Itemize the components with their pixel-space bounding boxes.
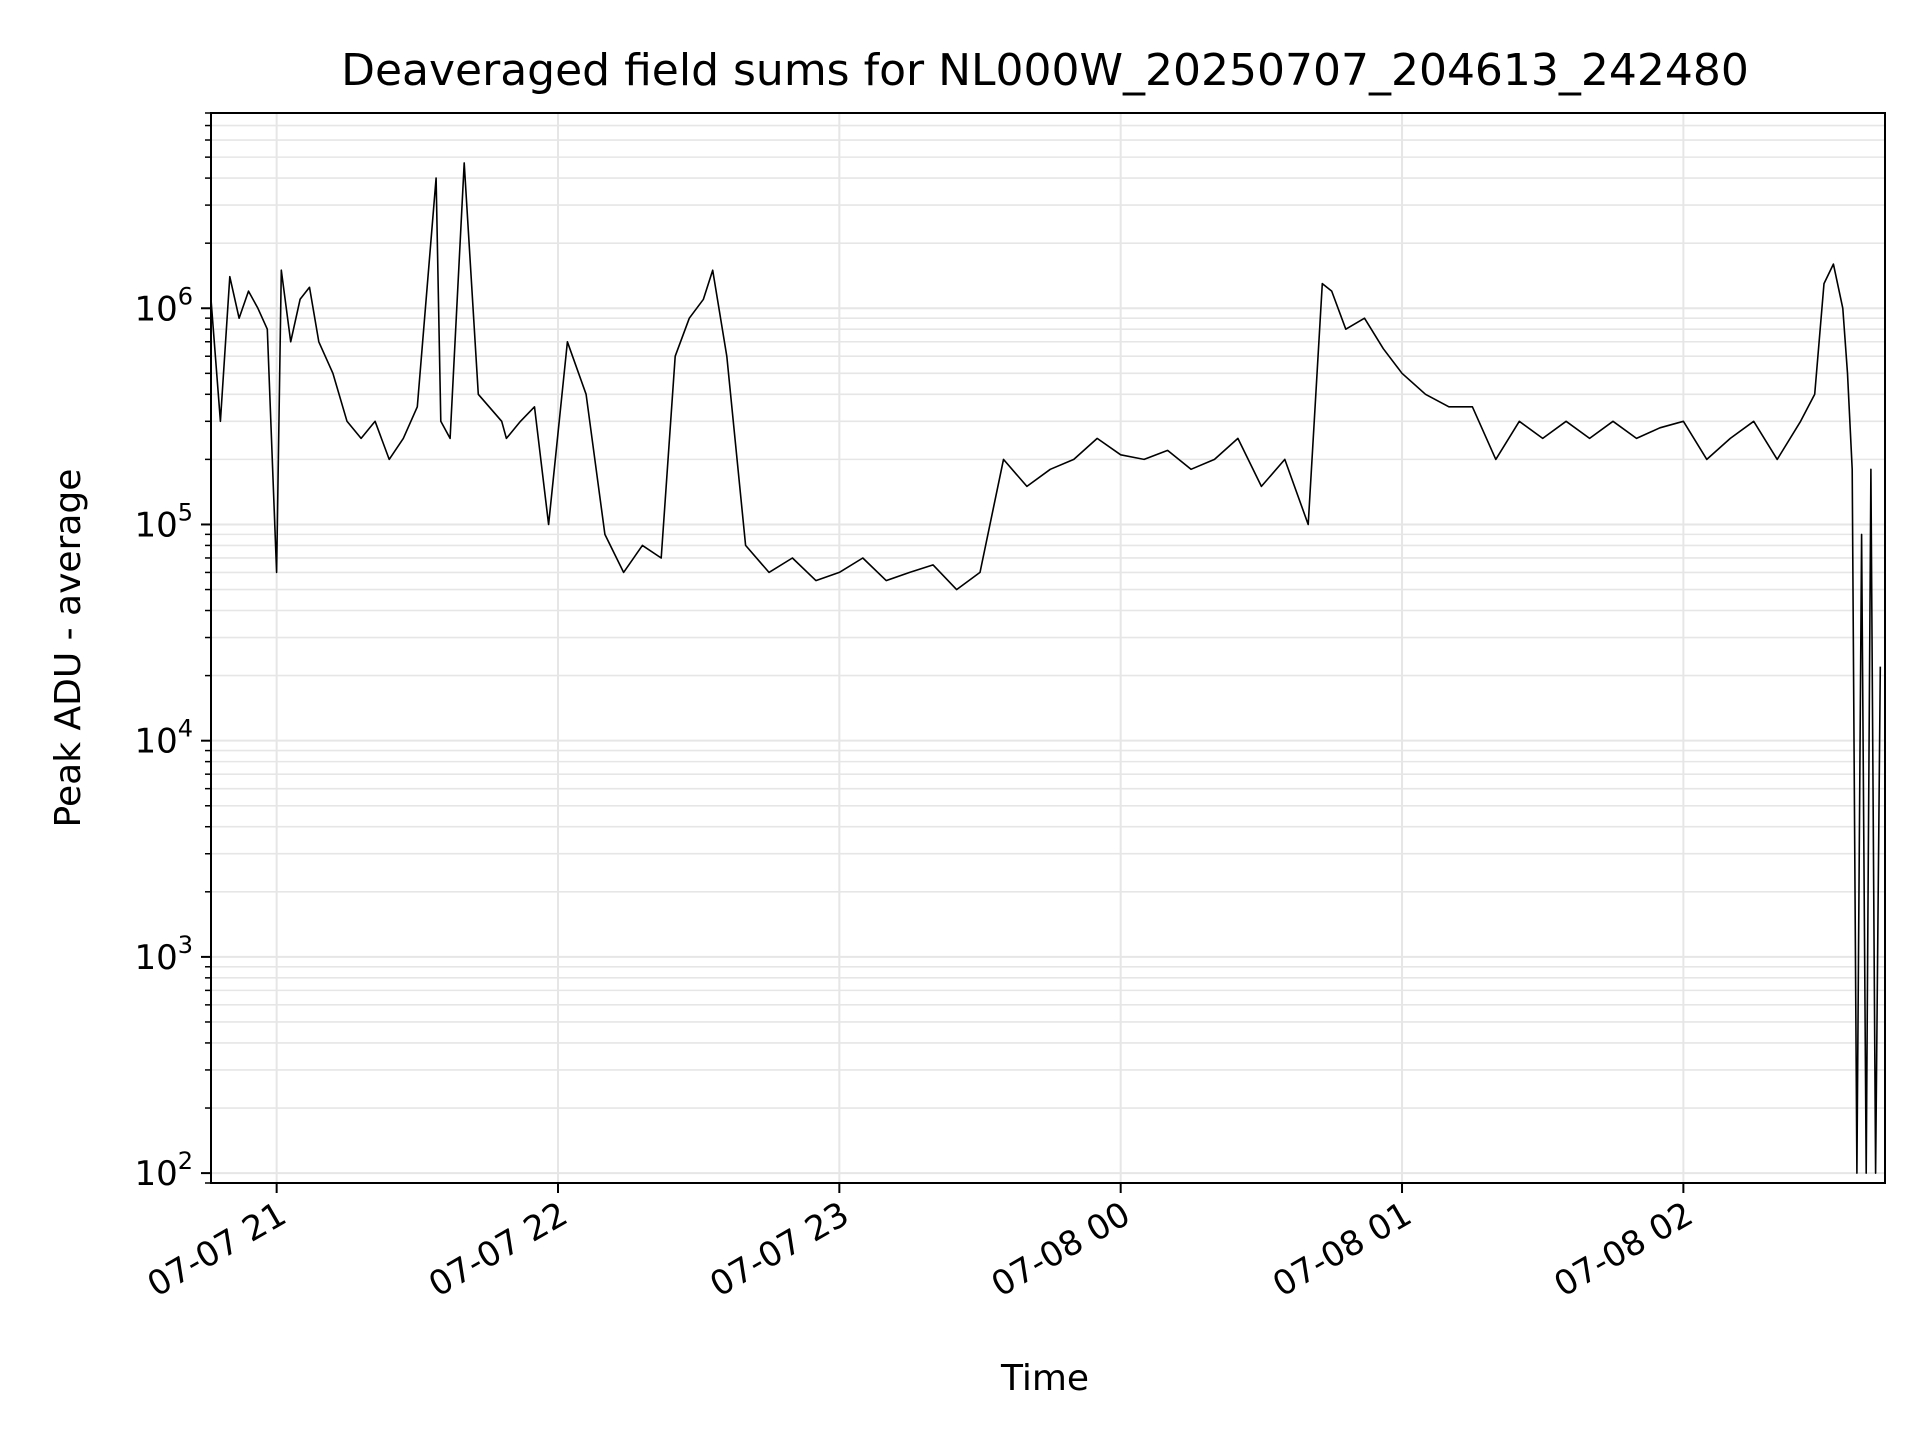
y-tick-label: 104 [134, 715, 193, 762]
x-axis-label: Time [1000, 1358, 1089, 1399]
plot-frame [210, 112, 1886, 1184]
series-line [210, 162, 1882, 1174]
plot-data [210, 162, 1882, 1174]
y-axis: 102 103 104 105 106 [134, 112, 211, 1194]
y-axis-label: Peak ADU - average [48, 469, 89, 828]
chart-title: Deaveraged field sums for NL000W_2025070… [341, 45, 1749, 96]
y-tick-label: 102 [134, 1147, 193, 1194]
grid [211, 112, 1885, 1184]
y-tick-label: 103 [134, 931, 193, 978]
y-tick-label: 105 [134, 498, 193, 545]
y-tick-label: 106 [134, 282, 193, 329]
